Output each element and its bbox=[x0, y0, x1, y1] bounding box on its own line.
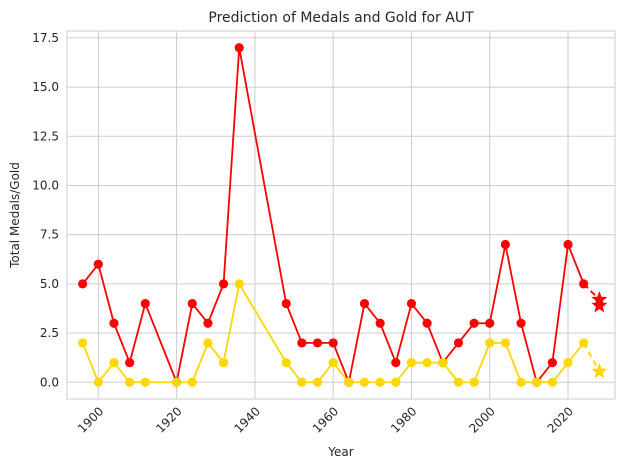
data-point bbox=[203, 318, 213, 328]
data-point bbox=[203, 338, 213, 348]
data-point bbox=[516, 377, 526, 387]
data-point bbox=[563, 357, 573, 368]
data-point bbox=[469, 377, 479, 387]
data-point bbox=[453, 377, 464, 387]
data-point bbox=[312, 377, 323, 387]
data-point bbox=[78, 338, 88, 348]
y-axis-label: Total Medals/Gold bbox=[8, 162, 22, 269]
y-tick-label: 7.5 bbox=[40, 228, 59, 242]
data-point bbox=[453, 338, 464, 348]
data-point bbox=[281, 298, 291, 309]
data-point bbox=[500, 239, 510, 250]
prediction-line bbox=[582, 342, 601, 372]
data-point bbox=[485, 338, 495, 348]
data-point bbox=[422, 357, 432, 368]
chart-title: Prediction of Medals and Gold for AUT bbox=[208, 10, 474, 26]
data-point bbox=[438, 357, 448, 368]
data-point bbox=[375, 318, 385, 328]
data-point bbox=[125, 377, 135, 387]
data-point bbox=[172, 377, 182, 387]
data-point bbox=[218, 279, 229, 289]
plot-frame bbox=[66, 30, 616, 400]
data-point bbox=[344, 377, 354, 387]
data-point bbox=[109, 318, 119, 328]
prediction-marker bbox=[591, 362, 608, 379]
y-tick-label: 2.5 bbox=[40, 326, 59, 340]
y-tick-label: 12.5 bbox=[32, 129, 59, 143]
data-point bbox=[234, 43, 244, 53]
data-point bbox=[312, 338, 323, 348]
data-point bbox=[187, 298, 197, 309]
data-point bbox=[281, 357, 291, 368]
data-point bbox=[406, 298, 417, 309]
data-point bbox=[359, 377, 370, 387]
data-point bbox=[297, 377, 307, 387]
y-tick-label: 17.5 bbox=[32, 31, 59, 45]
data-point bbox=[422, 318, 432, 328]
data-point bbox=[391, 377, 401, 387]
data-point bbox=[218, 357, 229, 368]
y-tick-label: 15.0 bbox=[32, 80, 59, 94]
data-point bbox=[391, 357, 401, 368]
data-point bbox=[500, 338, 510, 348]
plot-area bbox=[67, 31, 615, 399]
data-point bbox=[109, 357, 119, 368]
data-point bbox=[328, 338, 338, 348]
prediction-marker bbox=[591, 297, 608, 313]
series-line bbox=[81, 282, 585, 384]
data-point bbox=[93, 377, 103, 387]
data-point bbox=[93, 259, 103, 269]
data-point bbox=[297, 338, 307, 348]
data-point bbox=[140, 298, 150, 309]
data-point bbox=[125, 357, 135, 368]
y-tick-labels: 0.0 2.5 5.0 7.5 10.0 12.5 15.0 17.5 bbox=[32, 31, 59, 389]
data-point bbox=[359, 298, 370, 309]
y-tick-label: 10.0 bbox=[32, 178, 59, 192]
data-point bbox=[563, 239, 573, 250]
data-point bbox=[469, 318, 479, 328]
data-point bbox=[234, 279, 244, 289]
series-1 bbox=[78, 279, 608, 387]
data-point bbox=[375, 377, 385, 387]
data-point bbox=[328, 357, 338, 368]
x-axis-label: Year bbox=[327, 445, 353, 459]
data-point bbox=[485, 318, 495, 328]
y-tick-label: 0.0 bbox=[40, 375, 59, 389]
data-point bbox=[406, 357, 417, 368]
y-tick-label: 5.0 bbox=[40, 277, 59, 291]
data-point bbox=[140, 377, 150, 387]
data-point bbox=[547, 377, 557, 387]
data-point bbox=[532, 377, 542, 387]
series-0 bbox=[78, 43, 608, 387]
data-point bbox=[516, 318, 526, 328]
data-point bbox=[78, 279, 88, 289]
series-layer bbox=[78, 43, 608, 387]
data-point bbox=[187, 377, 197, 387]
series-line bbox=[81, 46, 585, 384]
data-point bbox=[547, 357, 557, 368]
